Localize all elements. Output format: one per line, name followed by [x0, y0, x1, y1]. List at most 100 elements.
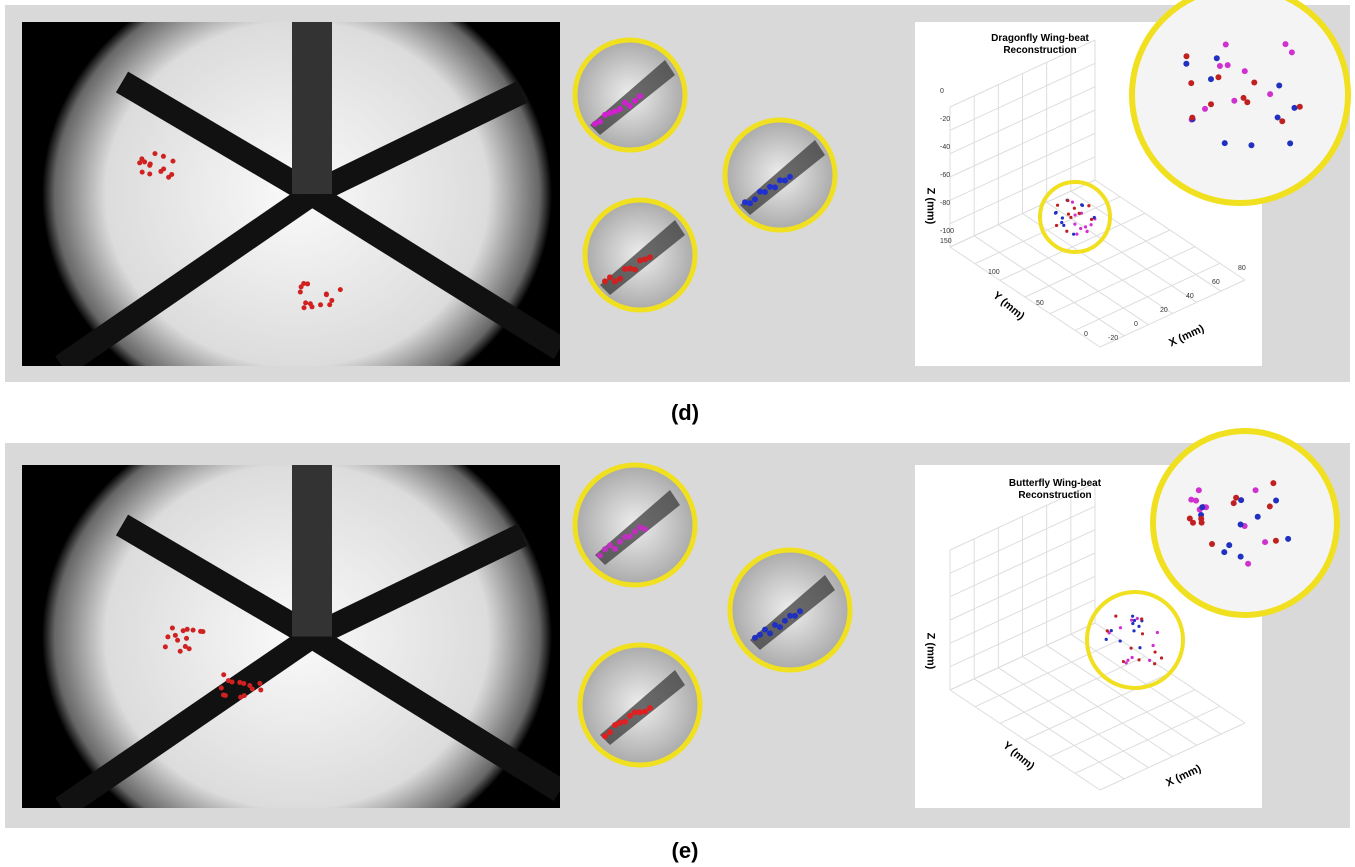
marker-dot — [1279, 118, 1285, 124]
tick-label: 20 — [1160, 307, 1168, 314]
plot-title: Butterfly Wing-beat Reconstruction — [980, 478, 1130, 502]
marker-dot — [1140, 617, 1143, 620]
tick-label: 0 — [940, 88, 944, 95]
marker-dot — [1106, 629, 1109, 632]
marker-dot — [1222, 140, 1228, 146]
marker-dot — [302, 305, 307, 310]
marker-dot — [627, 266, 633, 272]
marker-dot — [163, 644, 168, 649]
tick-label: -80 — [940, 200, 950, 207]
marker-dot — [1217, 63, 1223, 69]
tick-label: 100 — [988, 269, 1000, 276]
marker-dot — [181, 628, 186, 633]
marker-dot — [175, 638, 180, 643]
marker-dot — [1198, 516, 1204, 522]
marker-dot — [142, 159, 147, 164]
marker-dot — [1233, 495, 1239, 501]
marker-dot — [602, 278, 608, 284]
marker-dot — [1273, 538, 1279, 544]
marker-dot — [767, 630, 773, 636]
tick-label: 40 — [1186, 293, 1194, 300]
marker-dot — [1119, 626, 1122, 629]
marker-dot — [1183, 53, 1189, 59]
marker-dot — [757, 632, 763, 638]
marker-dot — [1075, 233, 1078, 236]
marker-dot — [787, 174, 793, 180]
marker-dot — [303, 300, 308, 305]
marker-dot — [241, 681, 246, 686]
marker-dot — [1122, 660, 1125, 663]
marker-dot — [612, 546, 618, 552]
marker-dot — [1231, 98, 1237, 104]
marker-dot — [607, 274, 613, 280]
marker-dot — [1188, 80, 1194, 86]
marker-dot — [647, 254, 653, 260]
tick-label: 50 — [1036, 300, 1044, 307]
marker-dot — [1126, 659, 1129, 662]
marker-dot — [1141, 632, 1144, 635]
marker-dot — [1285, 536, 1291, 542]
marker-dot — [1270, 480, 1276, 486]
marker-dot — [1054, 212, 1057, 215]
marker-dot — [158, 169, 163, 174]
marker-dot — [1078, 212, 1081, 215]
marker-dot — [627, 713, 633, 719]
marker-dot — [647, 705, 653, 711]
marker-dot — [137, 160, 142, 165]
marker-dot — [1231, 500, 1237, 506]
marker-dot — [170, 159, 175, 164]
marker-dot — [632, 267, 638, 273]
marker-dot — [221, 672, 226, 677]
marker-dot — [1208, 101, 1214, 107]
marker-dot — [1055, 224, 1058, 227]
marker-dot — [622, 100, 628, 106]
marker-dot — [1110, 629, 1113, 632]
marker-dot — [1066, 199, 1069, 202]
marker-dot — [1215, 74, 1221, 80]
marker-dot — [642, 708, 648, 714]
marker-dot — [226, 678, 231, 683]
marker-dot — [238, 695, 243, 700]
marker-dot — [161, 154, 166, 159]
marker-dot — [1130, 647, 1133, 650]
marker-dot — [318, 302, 323, 307]
marker-dot — [617, 106, 623, 112]
marker-dot — [223, 693, 228, 698]
page: (d) (e) Dragonfly Wing-beat Reconstructi… — [0, 0, 1355, 867]
z-axis-label: Z (mm) — [924, 633, 936, 670]
marker-dot — [752, 196, 758, 202]
figure — [0, 0, 1355, 867]
marker-dot — [1190, 520, 1196, 526]
marker-dot — [1056, 204, 1059, 207]
tick-label: 150 — [940, 238, 952, 245]
marker-dot — [1132, 629, 1135, 632]
marker-dot — [1262, 539, 1268, 545]
marker-dot — [1069, 216, 1072, 219]
marker-dot — [1225, 62, 1231, 68]
marker-dot — [1137, 658, 1140, 661]
marker-dot — [258, 687, 263, 692]
panel-label: (d) — [635, 400, 735, 426]
marker-dot — [607, 729, 613, 735]
marker-dot — [1208, 76, 1214, 82]
marker-dot — [191, 628, 196, 633]
marker-dot — [152, 151, 157, 156]
marker-dot — [1273, 498, 1279, 504]
marker-dot — [1073, 213, 1076, 216]
marker-dot — [1152, 644, 1155, 647]
marker-dot — [184, 636, 189, 641]
marker-dot — [777, 624, 783, 630]
photo — [22, 407, 560, 867]
marker-dot — [170, 626, 175, 631]
marker-dot — [1209, 541, 1215, 547]
marker-dot — [1131, 615, 1134, 618]
marker-dot — [597, 118, 603, 124]
tick-label: -40 — [940, 144, 950, 151]
marker-dot — [782, 618, 788, 624]
marker-dot — [1062, 224, 1065, 227]
marker-dot — [1183, 61, 1189, 67]
tick-label: 80 — [1238, 265, 1246, 272]
marker-dot — [1125, 661, 1128, 664]
marker-dot — [147, 171, 152, 176]
marker-dot — [617, 539, 623, 545]
